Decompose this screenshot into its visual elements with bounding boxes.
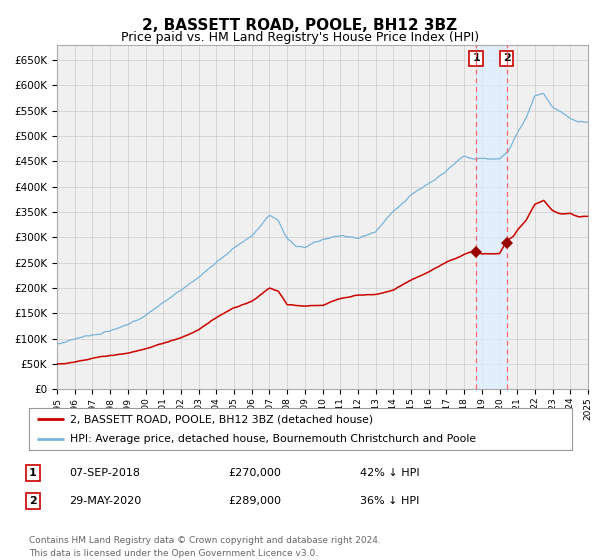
Text: 2, BASSETT ROAD, POOLE, BH12 3BZ (detached house): 2, BASSETT ROAD, POOLE, BH12 3BZ (detach… [70,414,373,424]
Text: 42% ↓ HPI: 42% ↓ HPI [360,468,419,478]
Text: £270,000: £270,000 [228,468,281,478]
Text: This data is licensed under the Open Government Licence v3.0.: This data is licensed under the Open Gov… [29,549,318,558]
Text: 1: 1 [472,53,480,63]
Text: 2: 2 [29,496,37,506]
Text: 07-SEP-2018: 07-SEP-2018 [69,468,140,478]
Text: HPI: Average price, detached house, Bournemouth Christchurch and Poole: HPI: Average price, detached house, Bour… [70,434,476,444]
Text: 1: 1 [29,468,37,478]
Text: Price paid vs. HM Land Registry's House Price Index (HPI): Price paid vs. HM Land Registry's House … [121,31,479,44]
Text: £289,000: £289,000 [228,496,281,506]
Text: 29-MAY-2020: 29-MAY-2020 [69,496,141,506]
Text: 2, BASSETT ROAD, POOLE, BH12 3BZ: 2, BASSETT ROAD, POOLE, BH12 3BZ [142,18,458,33]
Text: Contains HM Land Registry data © Crown copyright and database right 2024.: Contains HM Land Registry data © Crown c… [29,536,380,545]
Bar [476,45,507,389]
Text: 2: 2 [503,53,511,63]
Text: 36% ↓ HPI: 36% ↓ HPI [360,496,419,506]
